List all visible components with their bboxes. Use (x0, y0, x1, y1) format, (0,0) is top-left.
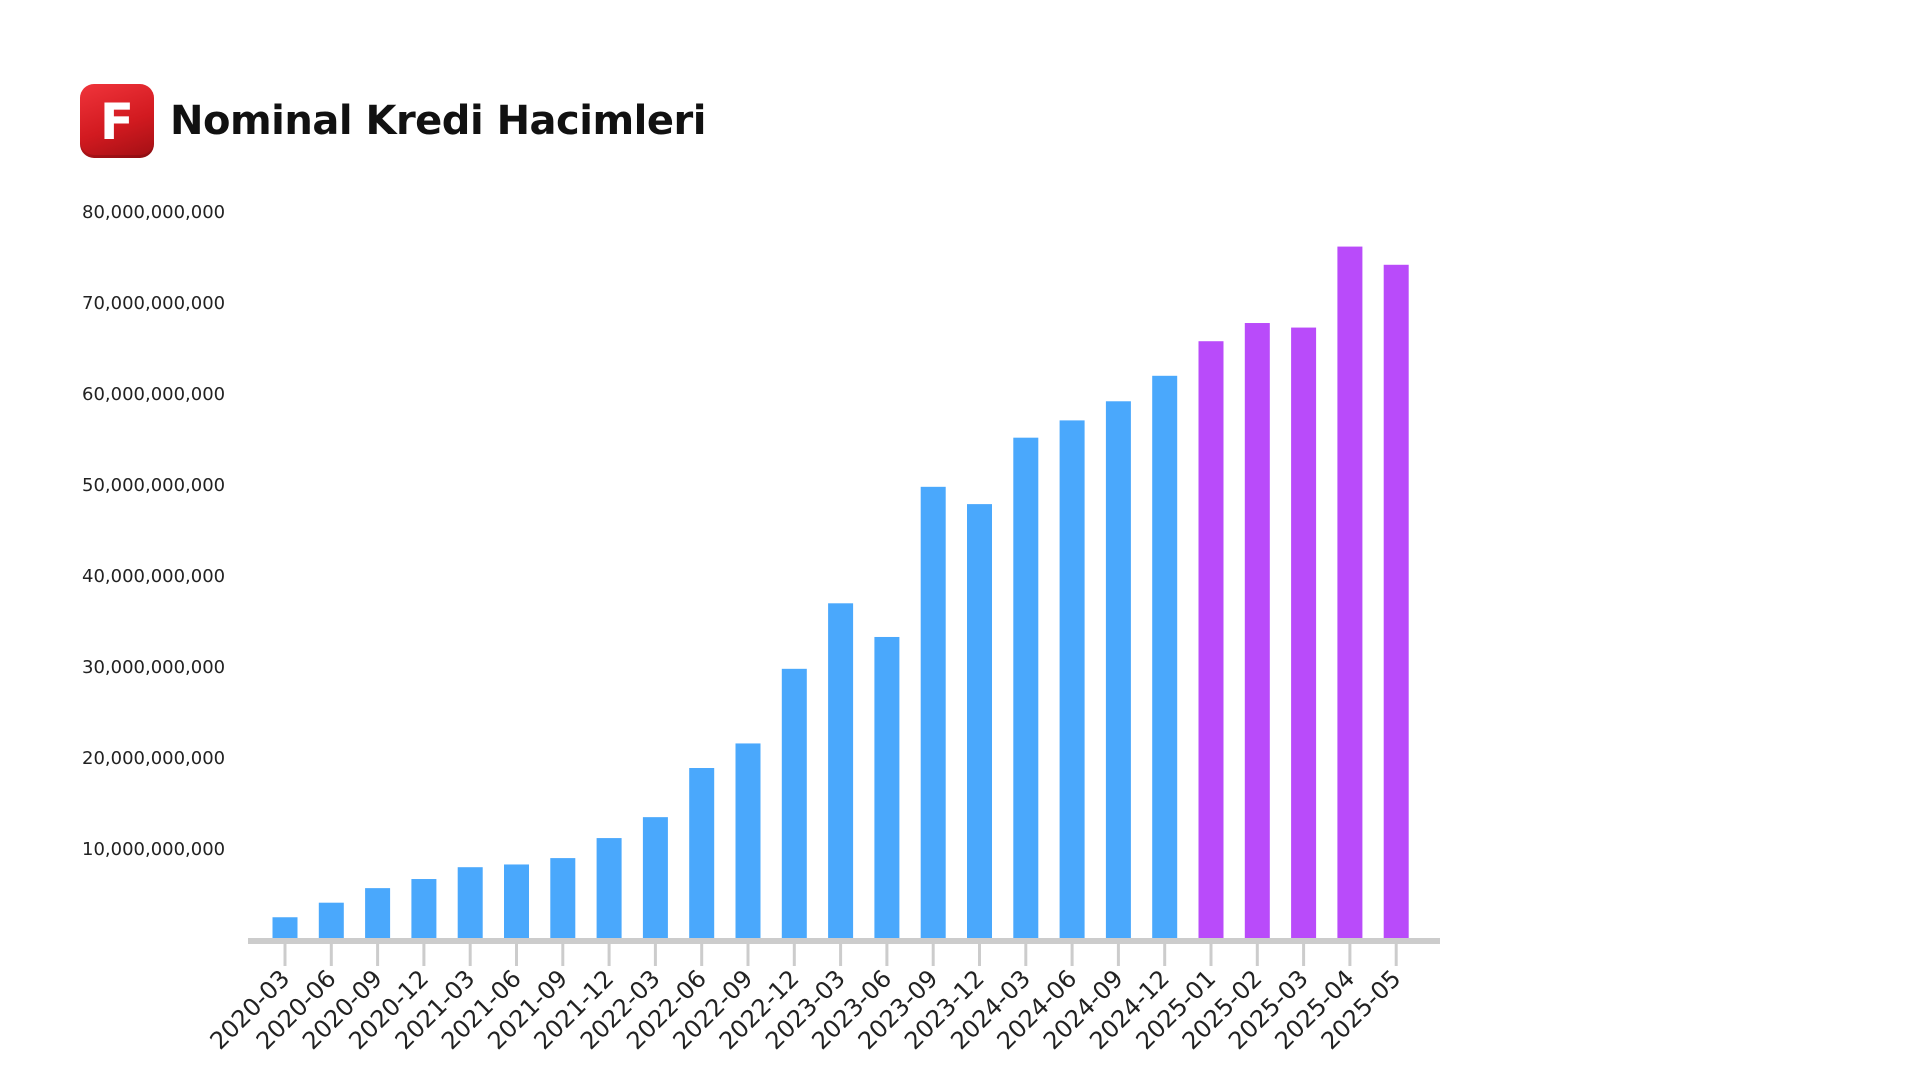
bar-2023-09 (920, 486, 946, 940)
bar-2021-12 (596, 838, 622, 940)
x-axis: 2020-032020-062020-092020-122021-032021-… (205, 938, 1440, 1055)
bars (272, 246, 1409, 941)
bar-2024-06 (1059, 420, 1085, 940)
bar-2023-06 (874, 636, 900, 940)
bar-2021-03 (457, 867, 483, 940)
chart-title: Nominal Kredi Hacimleri (170, 98, 706, 144)
bar-2025-04 (1337, 246, 1363, 940)
bar-2024-09 (1105, 401, 1131, 940)
bar-2022-06 (689, 768, 715, 940)
bar-2020-12 (411, 879, 437, 940)
y-tick-label: 10,000,000,000 (82, 839, 225, 860)
bar-2021-06 (504, 864, 529, 940)
chart-header: F Nominal Kredi Hacimleri (80, 84, 706, 158)
bar-2025-01 (1198, 341, 1224, 941)
brand-logo: F (80, 84, 154, 158)
bar-2025-03 (1291, 327, 1317, 940)
y-tick-label: 60,000,000,000 (82, 384, 225, 405)
bar-2022-12 (781, 668, 807, 940)
brand-logo-letter: F (99, 93, 135, 151)
bar-2023-03 (828, 603, 854, 940)
y-axis: 10,000,000,000 20,000,000,000 30,000,000,0… (82, 202, 225, 860)
y-tick-label: 40,000,000,000 (82, 566, 225, 587)
bar-2022-03 (642, 817, 668, 940)
y-tick-label: 30,000,000,000 (82, 657, 225, 678)
bar-2020-09 (365, 888, 391, 940)
y-tick-label: 70,000,000,000 (82, 293, 225, 314)
y-tick-label: 20,000,000,000 (82, 748, 225, 769)
y-tick-label: 50,000,000,000 (82, 475, 225, 496)
y-tick-label: 80,000,000,000 (82, 202, 225, 223)
bar-2022-09 (735, 743, 761, 940)
bar-2024-12 (1152, 375, 1178, 940)
bar-2020-03 (272, 917, 298, 940)
bar-2024-03 (1013, 437, 1039, 940)
bar-2020-06 (318, 902, 344, 940)
bar-2025-05 (1383, 264, 1409, 940)
bar-2025-02 (1244, 323, 1270, 940)
bar-2023-12 (967, 504, 992, 940)
bar-2021-09 (550, 858, 576, 940)
